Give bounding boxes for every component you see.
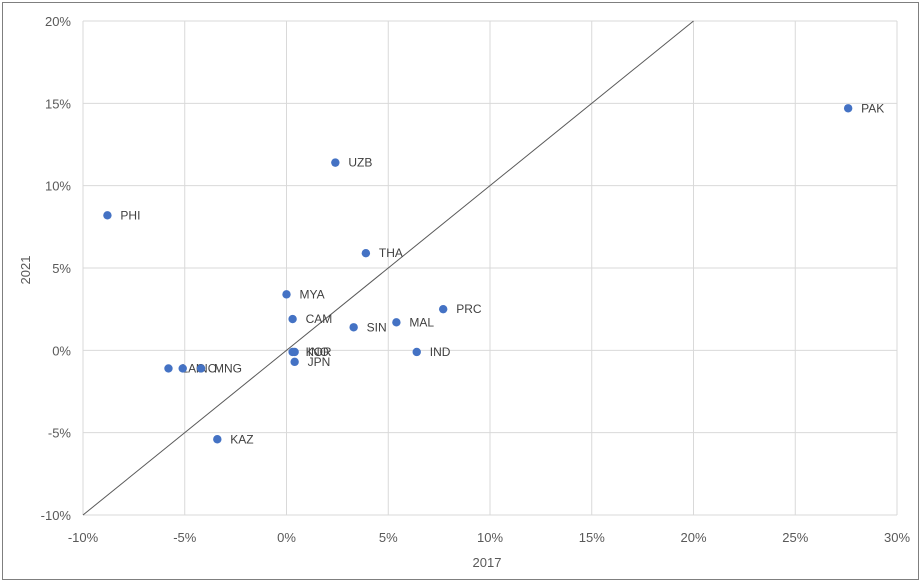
data-point-label: MYA <box>300 287 325 301</box>
x-tick-label: -10% <box>68 530 99 545</box>
x-tick-label: 10% <box>477 530 503 545</box>
data-point <box>290 347 299 357</box>
data-point-label: PAK <box>861 101 884 115</box>
data-point-label: IND <box>430 345 451 359</box>
y-tick-label: 5% <box>52 261 71 276</box>
x-tick-label: 15% <box>579 530 605 545</box>
data-point <box>164 364 173 373</box>
y-tick-label: 20% <box>45 14 71 29</box>
y-axis-ticks: -10% -5% 0% 5% 10% 15% 20% <box>41 14 72 523</box>
data-point <box>290 357 299 367</box>
y-tick-label: -10% <box>41 508 72 523</box>
data-point <box>438 304 448 314</box>
x-tick-label: -5% <box>173 530 197 545</box>
data-point-label: MAL <box>409 315 434 329</box>
data-point <box>178 364 187 373</box>
reference-line-group <box>82 20 694 516</box>
data-point-label: UZB <box>348 156 372 170</box>
x-tick-label: 5% <box>379 530 398 545</box>
data-point <box>196 364 206 373</box>
data-point-label: JPN <box>308 355 331 369</box>
data-point-label: KOR <box>306 345 332 359</box>
data-point <box>282 290 291 299</box>
data-point <box>843 104 853 113</box>
data-point-label: PHI <box>120 208 140 222</box>
data-point-label: PRC <box>456 302 482 316</box>
data-point <box>412 347 421 357</box>
data-point <box>392 318 401 327</box>
y-tick-label: 0% <box>52 343 71 358</box>
x-axis-title: 2017 <box>473 555 502 570</box>
y-tick-label: 10% <box>45 179 71 194</box>
data-point-label: MNG <box>214 361 242 375</box>
gridlines <box>82 20 898 516</box>
data-point <box>349 323 358 332</box>
x-tick-label: 25% <box>782 530 808 545</box>
data-point-label: CAM <box>306 312 333 326</box>
y-tick-label: 15% <box>45 96 71 111</box>
data-point-label: INO <box>308 345 329 359</box>
data-point <box>331 158 340 167</box>
data-point <box>288 314 297 324</box>
data-point-label: THA <box>379 246 403 260</box>
data-point-label: KAZ <box>230 432 253 446</box>
data-point <box>213 435 222 444</box>
data-point <box>103 211 112 220</box>
x-tick-label: 0% <box>277 530 296 545</box>
x-tick-label: 30% <box>884 530 910 545</box>
x-tick-label: 20% <box>680 530 706 545</box>
x-axis-ticks: -10% -5% 0% 5% 10% 15% 20% 25% 30% <box>68 530 911 545</box>
reference-line <box>82 20 694 516</box>
y-tick-label: -5% <box>48 426 72 441</box>
y-axis-title: 2021 <box>18 256 33 285</box>
data-point <box>361 248 371 258</box>
data-point-label: SIN <box>367 320 387 334</box>
